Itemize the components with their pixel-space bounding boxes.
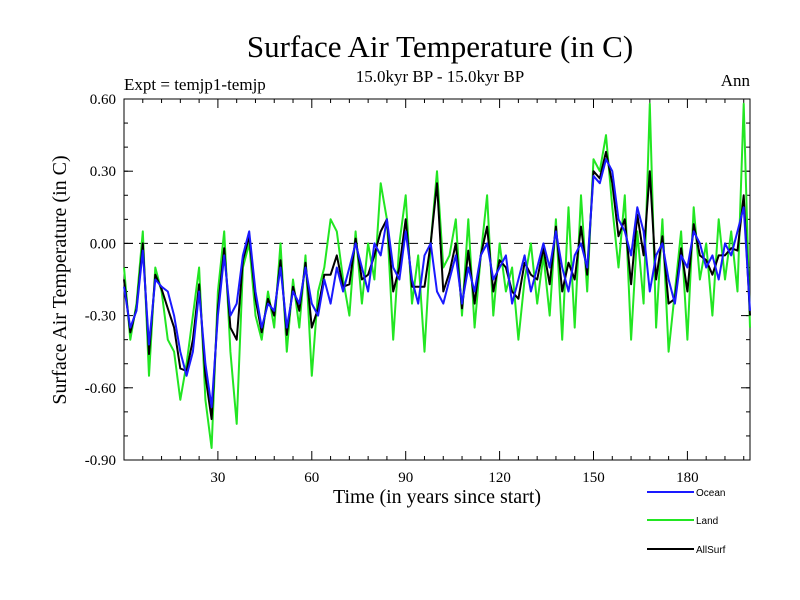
x-tick-label: 150 <box>582 470 605 486</box>
y-tick-label: 0.60 <box>90 92 116 108</box>
y-tick-label: -0.90 <box>85 453 116 469</box>
y-tick-label: 0.30 <box>90 164 116 180</box>
x-tick-label: 90 <box>398 470 413 486</box>
y-tick-label: -0.60 <box>85 381 116 397</box>
chart-subtitle-left: Expt = temjp1-temjp <box>124 75 266 94</box>
x-tick-label: 180 <box>676 470 699 486</box>
y-axis-label: Surface Air Temperature (in C) <box>49 155 71 404</box>
series-line-ocean <box>123 158 751 409</box>
chart-title: Surface Air Temperature (in C) <box>247 29 633 64</box>
legend-label-allsurf: AllSurf <box>696 545 726 556</box>
legend-label-land: Land <box>696 516 718 527</box>
x-tick-label: 120 <box>488 470 511 486</box>
legend-label-ocean: Ocean <box>696 488 725 499</box>
legend: Ocean Land AllSurf <box>647 488 726 556</box>
y-tick-label: 0.00 <box>90 236 116 252</box>
chart-subtitle-center: 15.0kyr BP - 15.0kyr BP <box>356 67 524 86</box>
y-tick-label: -0.30 <box>85 309 116 325</box>
y-axis-ticks: -0.90 -0.60 -0.30 0.00 0.30 0.60 <box>85 92 750 469</box>
x-tick-label: 60 <box>304 470 319 486</box>
x-axis-label: Time (in years since start) <box>333 486 541 508</box>
x-axis-ticks: 30 60 90 120 150 180 <box>210 99 699 486</box>
series-layer <box>123 102 751 449</box>
x-tick-label: 30 <box>210 470 225 486</box>
chart-subtitle-right: Ann <box>721 71 751 90</box>
plot-area: 30 60 90 120 150 180 -0.90 -0.60 -0.30 0.00 0.30 0… <box>85 92 751 486</box>
